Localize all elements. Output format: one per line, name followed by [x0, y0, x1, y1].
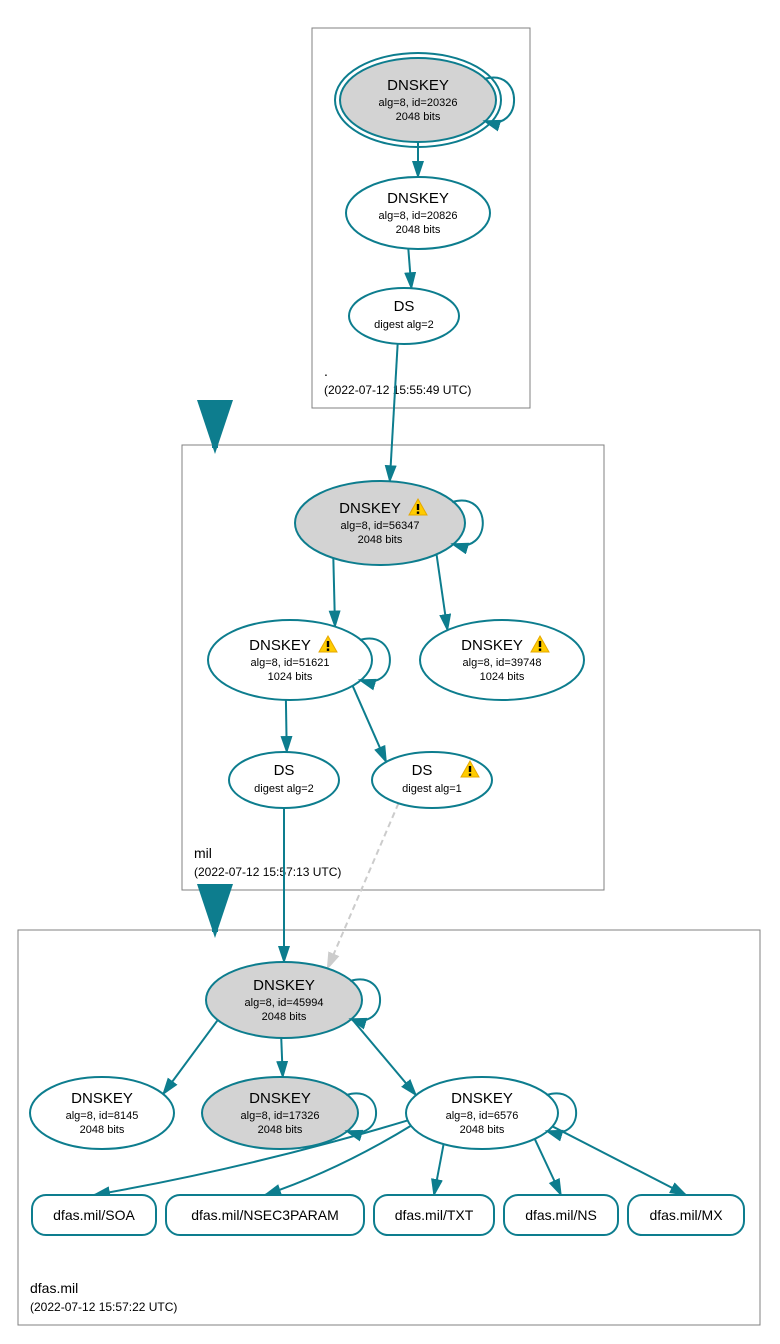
svg-text:alg=8, id=8145: alg=8, id=8145 — [66, 1110, 139, 1122]
svg-text:DNSKEY: DNSKEY — [387, 77, 449, 94]
node-dfas_key3: DNSKEY alg=8, id=17326 2048 bits — [202, 1077, 376, 1149]
svg-text:dfas.mil/NS: dfas.mil/NS — [525, 1207, 597, 1223]
edge — [333, 558, 335, 626]
svg-text:DNSKEY: DNSKEY — [253, 977, 315, 994]
svg-text:DNSKEY: DNSKEY — [71, 1090, 133, 1107]
node-mil_key2: DNSKEY alg=8, id=51621 1024 bits — [208, 620, 390, 700]
svg-text:alg=8, id=39748: alg=8, id=39748 — [463, 657, 542, 669]
svg-text:alg=8, id=17326: alg=8, id=17326 — [241, 1110, 320, 1122]
edge — [352, 1019, 416, 1095]
record-soa: dfas.mil/SOA — [32, 1195, 156, 1235]
svg-text:dfas.mil: dfas.mil — [30, 1280, 78, 1296]
edge — [353, 686, 387, 762]
edge — [286, 700, 287, 752]
node-root_ds: DS digest alg=2 — [349, 288, 459, 344]
svg-text:.: . — [324, 363, 328, 379]
svg-text:alg=8, id=20326: alg=8, id=20326 — [379, 97, 458, 109]
svg-text:DS: DS — [394, 298, 415, 315]
record-ns: dfas.mil/NS — [504, 1195, 618, 1235]
svg-text:DNSKEY: DNSKEY — [461, 637, 523, 654]
svg-text:DNSKEY: DNSKEY — [387, 190, 449, 207]
node-mil_key3: DNSKEY alg=8, id=39748 1024 bits — [420, 620, 584, 700]
svg-text:2048 bits: 2048 bits — [358, 534, 403, 546]
svg-text:digest alg=1: digest alg=1 — [402, 783, 462, 795]
node-mil_ds1: DS digest alg=2 — [229, 752, 339, 808]
node-root_key2: DNSKEY alg=8, id=20826 2048 bits — [346, 177, 490, 249]
edge — [437, 554, 448, 630]
svg-text:2048 bits: 2048 bits — [460, 1124, 505, 1136]
svg-text:(2022-07-12 15:57:22 UTC): (2022-07-12 15:57:22 UTC) — [30, 1300, 177, 1314]
edge — [535, 1139, 561, 1195]
svg-text:digest alg=2: digest alg=2 — [374, 319, 434, 331]
svg-text:alg=8, id=56347: alg=8, id=56347 — [341, 520, 420, 532]
svg-text:2048 bits: 2048 bits — [396, 224, 441, 236]
svg-text:dfas.mil/TXT: dfas.mil/TXT — [395, 1207, 474, 1223]
node-dfas_key1: DNSKEY alg=8, id=45994 2048 bits — [206, 962, 380, 1038]
svg-text:mil: mil — [194, 845, 212, 861]
svg-text:1024 bits: 1024 bits — [480, 671, 525, 683]
edge — [281, 1038, 283, 1077]
node-dfas_key4: DNSKEY alg=8, id=6576 2048 bits — [406, 1077, 576, 1149]
svg-text:(2022-07-12 15:57:13 UTC): (2022-07-12 15:57:13 UTC) — [194, 865, 341, 879]
record-mx: dfas.mil/MX — [628, 1195, 744, 1235]
node-mil_key1: DNSKEY alg=8, id=56347 2048 bits — [295, 481, 483, 565]
svg-text:DS: DS — [274, 762, 295, 779]
node-mil_ds2: DS digest alg=1 — [372, 752, 492, 808]
svg-text:2048 bits: 2048 bits — [258, 1124, 303, 1136]
svg-text:dfas.mil/NSEC3PARAM: dfas.mil/NSEC3PARAM — [191, 1207, 339, 1223]
svg-text:alg=8, id=20826: alg=8, id=20826 — [379, 210, 458, 222]
svg-text:alg=8, id=45994: alg=8, id=45994 — [245, 997, 324, 1009]
svg-text:DNSKEY: DNSKEY — [249, 1090, 311, 1107]
edge — [163, 1020, 218, 1094]
svg-text:DS: DS — [412, 762, 433, 779]
svg-text:alg=8, id=6576: alg=8, id=6576 — [446, 1110, 519, 1122]
node-root_key1: DNSKEY alg=8, id=20326 2048 bits — [335, 53, 514, 147]
svg-text:2048 bits: 2048 bits — [262, 1011, 307, 1023]
dnssec-diagram: . (2022-07-12 15:55:49 UTC) mil (2022-07-12… — [0, 0, 780, 1344]
svg-text:digest alg=2: digest alg=2 — [254, 783, 314, 795]
edge — [408, 249, 411, 289]
record-nsec: dfas.mil/NSEC3PARAM — [166, 1195, 364, 1235]
svg-text:2048 bits: 2048 bits — [396, 111, 441, 123]
node-dfas_key2: DNSKEY alg=8, id=8145 2048 bits — [30, 1077, 174, 1149]
svg-text:2048 bits: 2048 bits — [80, 1124, 125, 1136]
record-txt: dfas.mil/TXT — [374, 1195, 494, 1235]
svg-text:DNSKEY: DNSKEY — [249, 637, 311, 654]
svg-text:alg=8, id=51621: alg=8, id=51621 — [251, 657, 330, 669]
edge — [328, 803, 399, 968]
edge — [434, 1144, 444, 1195]
svg-text:(2022-07-12 15:55:49 UTC): (2022-07-12 15:55:49 UTC) — [324, 383, 471, 397]
svg-text:1024 bits: 1024 bits — [268, 671, 313, 683]
svg-text:dfas.mil/SOA: dfas.mil/SOA — [53, 1207, 135, 1223]
svg-text:dfas.mil/MX: dfas.mil/MX — [649, 1207, 723, 1223]
edge — [390, 344, 398, 481]
svg-text:DNSKEY: DNSKEY — [451, 1090, 513, 1107]
svg-text:DNSKEY: DNSKEY — [339, 500, 401, 517]
edge — [553, 1126, 686, 1195]
